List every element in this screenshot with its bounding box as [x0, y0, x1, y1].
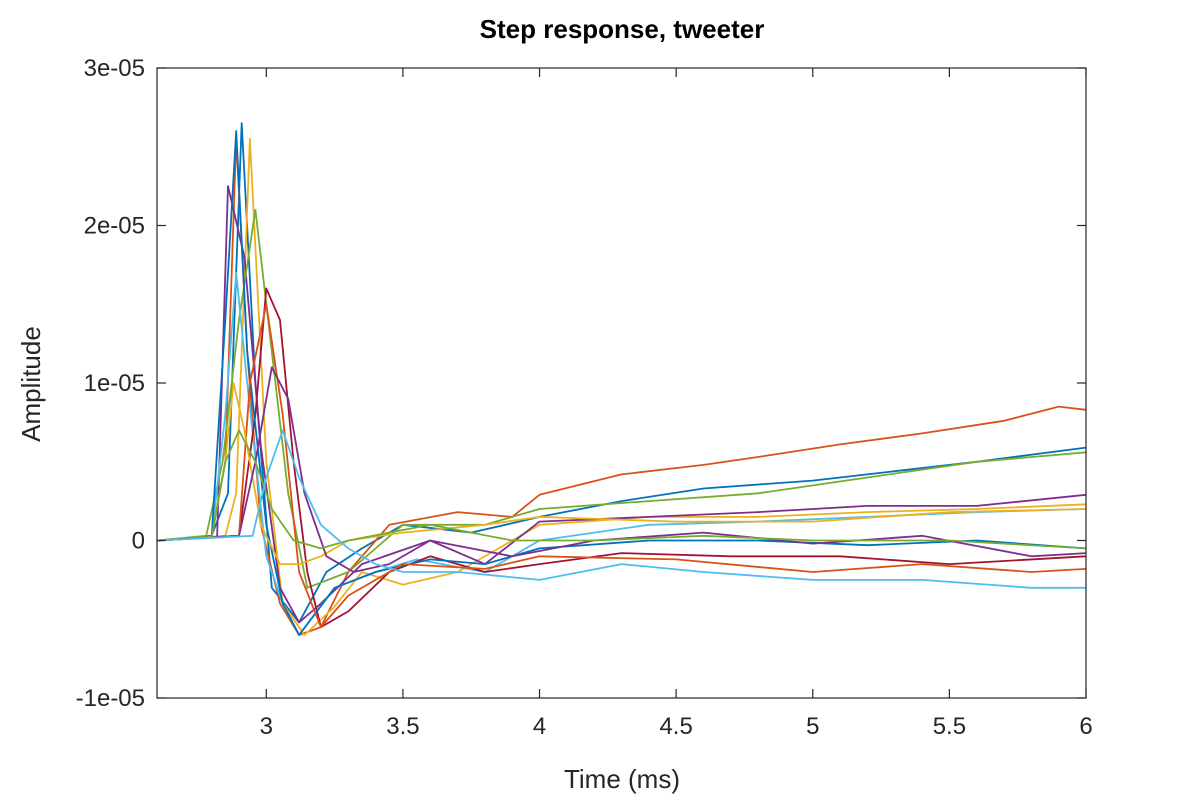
series-group [157, 122, 1086, 636]
series-line-4 [157, 185, 1086, 624]
x-tick-label: 5 [806, 713, 819, 740]
y-tick-label: 3e-05 [84, 55, 145, 82]
series-line-13 [157, 429, 1086, 589]
x-axis-label: Time (ms) [564, 764, 680, 794]
x-tick-label: 4.5 [659, 713, 692, 740]
x-tick-label: 6 [1079, 713, 1092, 740]
series-line-10 [157, 382, 1086, 565]
series-line-9 [157, 303, 1086, 628]
x-tick-label: 5.5 [933, 713, 966, 740]
x-tick-label: 4 [533, 713, 546, 740]
series-line-8 [157, 130, 1086, 636]
chart-title: Step response, tweeter [480, 14, 765, 44]
series-line-5 [157, 208, 1086, 589]
plot-area: 3 3.5 4 4.5 5 5.5 6 -1e-05 0 1e-05 2e-05 3e-05 [76, 55, 1093, 740]
series-line-12 [157, 429, 1086, 550]
y-tick-label: 0 [132, 528, 145, 555]
x-tick-label: 3.5 [386, 713, 419, 740]
y-tick-label: -1e-05 [76, 685, 145, 712]
y-tick-label: 2e-05 [84, 213, 145, 240]
series-line-3 [157, 138, 1086, 636]
y-axis-label: Amplitude [16, 326, 46, 442]
y-tick-label: 1e-05 [84, 370, 145, 397]
x-tick-label: 3 [260, 713, 273, 740]
